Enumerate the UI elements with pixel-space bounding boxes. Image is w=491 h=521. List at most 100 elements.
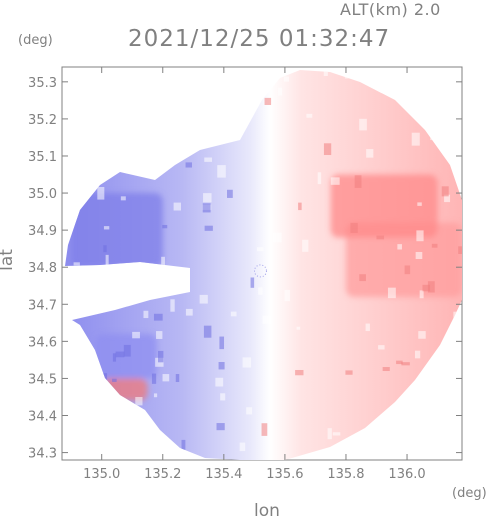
radar-bin — [242, 357, 252, 368]
radar-bin — [278, 87, 283, 96]
radar-bin — [98, 85, 106, 96]
radar-bin — [153, 393, 158, 398]
radar-bin — [264, 97, 272, 105]
radar-echo-area — [65, 70, 462, 460]
radar-bin — [350, 222, 358, 233]
radar-bin — [256, 247, 264, 252]
radar-bin — [404, 265, 411, 275]
y-tick-label: 34.7 — [28, 298, 57, 313]
radar-bin — [103, 226, 110, 230]
radar-bin — [203, 325, 212, 338]
radar-bin — [431, 243, 438, 248]
x-tick-label: 135.4 — [205, 467, 242, 482]
radar-bin — [448, 380, 453, 387]
radar-bin — [230, 311, 237, 317]
y-axis-unit: (deg) — [18, 33, 53, 48]
radar-bin — [359, 274, 366, 282]
radar-bin — [132, 86, 142, 91]
echo-region-west-blue-band — [71, 193, 163, 268]
radar-bin — [204, 157, 213, 162]
radar-bin — [449, 431, 457, 441]
echo-region-east-red-band — [345, 222, 462, 297]
radar-bin — [155, 281, 159, 293]
radar-bin — [203, 193, 212, 203]
radar-bin — [120, 449, 129, 453]
radar-bin — [142, 274, 146, 287]
y-tick-label: 35.3 — [28, 76, 57, 91]
radar-bin — [239, 442, 246, 452]
radar-bin — [327, 428, 332, 440]
radar-bin — [396, 360, 403, 365]
radar-bin — [267, 80, 272, 91]
radar-bin — [70, 278, 79, 283]
radar-bin — [238, 96, 245, 107]
radar-bin — [73, 262, 80, 266]
radar-bin — [376, 235, 385, 240]
x-tick-label: 136.0 — [388, 467, 425, 482]
x-tick-label: 135.8 — [327, 467, 364, 482]
radar-bin — [418, 331, 426, 339]
y-tick-label: 34.6 — [28, 335, 57, 350]
x-tick-label: 135.6 — [266, 467, 303, 482]
radar-bin — [259, 87, 266, 92]
radar-bin — [345, 444, 351, 452]
radar-bin — [411, 132, 420, 146]
radar-bin — [115, 113, 124, 125]
radar-bin — [162, 374, 170, 382]
radar-bin — [323, 70, 328, 76]
radar-bin — [151, 373, 157, 384]
radar-bin — [219, 336, 225, 350]
radar-bin — [153, 313, 163, 321]
radar-bin — [175, 374, 180, 383]
radar-bin — [112, 353, 117, 362]
radar-bin — [103, 245, 107, 253]
radar-bin — [65, 208, 71, 213]
radar-bin — [197, 108, 203, 112]
radar-bin — [295, 369, 304, 376]
radar-bin — [284, 289, 290, 302]
radar-bin — [96, 122, 106, 134]
radar-bin — [158, 350, 164, 363]
radar-center-marker — [253, 264, 267, 278]
radar-bin — [365, 323, 370, 332]
radar-bin — [417, 202, 422, 206]
radar-bin — [458, 246, 462, 255]
radar-bin — [101, 373, 108, 385]
radar-bin — [128, 125, 134, 134]
radar-bin — [296, 326, 301, 330]
radar-bin — [261, 423, 268, 436]
radar-bin — [204, 225, 213, 231]
radar-bin — [382, 367, 390, 372]
radar-bin — [401, 362, 410, 366]
radar-bin — [126, 119, 134, 123]
radar-bin — [115, 351, 125, 358]
radar-bin — [427, 281, 435, 293]
radar-bin — [302, 239, 309, 252]
radar-bin — [135, 397, 143, 406]
radar-bin — [218, 361, 225, 370]
radar-bin — [330, 177, 340, 185]
radar-bin — [175, 70, 183, 74]
radar-bin — [258, 287, 263, 295]
y-tick-label: 34.4 — [28, 410, 57, 425]
radar-bin — [93, 303, 103, 312]
radar-bin — [202, 203, 211, 213]
radar-bin — [422, 284, 431, 292]
radar-bin — [127, 70, 132, 75]
radar-bin — [220, 393, 226, 401]
y-tick-label: 35.2 — [28, 113, 57, 128]
radar-bin — [397, 244, 402, 250]
radar-bin — [120, 196, 126, 201]
radar-bin — [414, 350, 421, 359]
radar-bin — [354, 175, 362, 188]
radar-bin — [345, 370, 353, 375]
radar-bin — [84, 167, 91, 177]
radar-bin — [185, 162, 192, 168]
radar-bin — [215, 377, 224, 387]
radar-bin — [214, 102, 219, 106]
radar-bin — [216, 423, 225, 431]
radar-bin — [344, 72, 349, 79]
y-tick-label: 34.3 — [28, 447, 57, 462]
radar-bin — [213, 125, 218, 131]
radar-bin — [440, 382, 444, 388]
